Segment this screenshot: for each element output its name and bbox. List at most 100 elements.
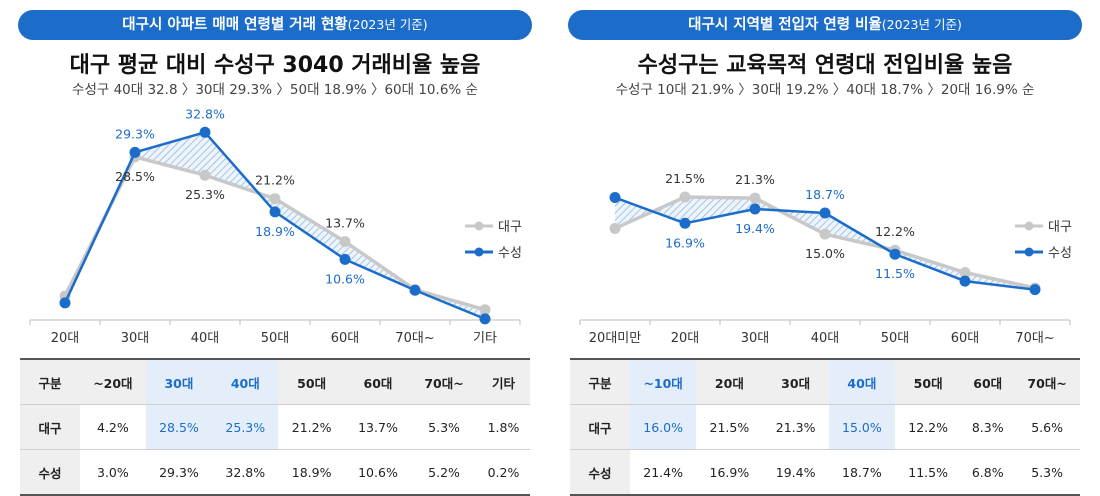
legend-label: 수성 (1048, 246, 1072, 261)
table-cell: 32.8% (212, 449, 279, 496)
data-point-suseong (479, 313, 491, 325)
section-header: 대구시 아파트 매매 연령별 거래 현황(2023년 기준) (18, 10, 532, 40)
data-point-suseong (1029, 284, 1041, 296)
data-point-daegu (339, 236, 351, 248)
x-tick-label: 70대~ (1015, 331, 1054, 346)
table-cell: 6.8% (961, 449, 1015, 496)
x-tick-label: 30대 (741, 331, 770, 346)
data-label: 10.6% (325, 271, 365, 286)
data-label: 21.5% (665, 171, 705, 186)
table-row: 대구 16.0% 21.5% 21.3% 15.0% 12.2% 8.3% 5.6% (570, 404, 1080, 450)
table-cell: 5.3% (411, 404, 477, 450)
table-header-cell: 70대~ (411, 358, 477, 405)
data-label: 18.9% (255, 224, 295, 239)
table-header-cell: ~20대 (80, 358, 146, 405)
table-header-cell: 70대~ (1014, 358, 1080, 405)
table-cell: 10.6% (344, 449, 412, 496)
data-label: 25.3% (185, 187, 225, 202)
table-cell: 21.3% (762, 404, 829, 450)
table-cell: 3.0% (80, 449, 146, 496)
table-row-header: 수성 (20, 449, 80, 496)
data-label: 13.7% (325, 216, 365, 231)
data-label: 15.0% (805, 246, 845, 261)
table-row-header: 대구 (570, 404, 630, 450)
table-cell: 5.3% (1014, 449, 1080, 496)
data-label: 18.7% (805, 187, 845, 202)
table-cell: 1.8% (476, 404, 530, 450)
chart-title: 수성구는 교육목적 연령대 전입비율 높음 (637, 53, 1013, 78)
table-cell: 29.3% (145, 449, 213, 496)
data-point-suseong (129, 146, 141, 158)
x-tick-label: 20대 (51, 331, 80, 346)
data-label: 21.3% (735, 172, 775, 187)
section-header: 대구시 지역별 전입자 연령 비율(2023년 기준) (568, 10, 1082, 40)
x-tick-label: 60대 (951, 331, 980, 346)
table-header-cell: 30대 (145, 358, 213, 405)
table-cell: 15.0% (828, 404, 895, 450)
table-header-cell: 30대 (762, 358, 829, 405)
data-point-suseong (409, 284, 421, 296)
chart-title: 대구 평균 대비 수성구 3040 거래비율 높음 (69, 53, 481, 78)
data-point-suseong (269, 206, 281, 218)
data-label: 29.3% (115, 126, 155, 141)
data-point-suseong (59, 297, 71, 309)
panel-move-in-age: 대구시 지역별 전입자 연령 비율(2023년 기준) 수성구는 교육목적 연령… (560, 0, 1090, 496)
x-tick-label: 20대 (671, 331, 700, 346)
data-point-daegu (679, 191, 691, 203)
x-tick-label: 40대 (811, 331, 840, 346)
x-tick-label: 70대~ (395, 331, 434, 346)
table-cell: 5.2% (411, 449, 477, 496)
table-cell: 13.7% (344, 404, 412, 450)
legend-label: 수성 (498, 246, 522, 261)
x-tick-label: 30대 (121, 331, 150, 346)
data-label: 19.4% (735, 221, 775, 236)
table-cell: 21.2% (278, 404, 345, 450)
table-header-cell: ~10대 (630, 358, 697, 405)
panel-apartment-trade: 대구시 아파트 매매 연령별 거래 현황(2023년 기준) 대구 평균 대비 … (10, 0, 540, 496)
line-chart: 20대 30대 40대 50대 60대 70대~ 기타 28.5% 25.3% 21.2% 13.7… (29, 106, 522, 346)
table-cell: 18.7% (828, 449, 895, 496)
table-cell: 4.2% (80, 404, 146, 450)
data-label: 28.5% (115, 169, 155, 184)
table-row: 대구 4.2% 28.5% 25.3% 21.2% 13.7% 5.3% 1.8% (20, 404, 530, 450)
table-row: 수성 3.0% 29.3% 32.8% 18.9% 10.6% 5.2% 0.2% (20, 449, 530, 496)
data-point-suseong (339, 253, 351, 265)
table-header-cell: 구분 (570, 358, 630, 405)
x-tick-label: 40대 (191, 331, 220, 346)
legend-label: 대구 (1048, 220, 1072, 235)
data-point-daegu (959, 267, 971, 279)
table-header-cell: 60대 (961, 358, 1015, 405)
data-point-suseong (819, 207, 831, 219)
table-header-cell: 구분 (20, 358, 80, 405)
legend-swatch-marker (474, 221, 484, 231)
data-point-suseong (959, 275, 971, 287)
table-header-cell: 20대 (696, 358, 763, 405)
table-row: 수성 21.4% 16.9% 19.4% 18.7% 11.5% 6.8% 5.3% (570, 449, 1080, 496)
chart-subtitle: 수성구 10대 21.9% 〉30대 19.2% 〉40대 18.7% 〉20대… (615, 82, 1035, 98)
table-row-header: 수성 (570, 449, 630, 496)
table-header-row: 구분 ~20대 30대 40대 50대 60대 70대~ 기타 (20, 358, 530, 405)
section-header-sub: (2023년 기준) (347, 17, 428, 32)
data-label: 12.2% (875, 224, 915, 239)
table-cell: 19.4% (762, 449, 829, 496)
table-cell: 25.3% (212, 404, 279, 450)
series-gap-area (65, 132, 485, 319)
table-cell: 21.4% (630, 449, 697, 496)
section-header-text: 대구시 아파트 매매 연령별 거래 현황 (122, 17, 348, 33)
table-header-row: 구분 ~10대 20대 30대 40대 50대 60대 70대~ (570, 358, 1080, 405)
table-cell: 0.2% (476, 449, 530, 496)
data-label: 16.9% (665, 235, 705, 250)
x-tick-label: 60대 (331, 331, 360, 346)
x-tick-label: 50대 (261, 331, 290, 346)
table-header-cell: 기타 (476, 358, 530, 405)
data-label: 21.2% (255, 173, 295, 188)
table-cell: 8.3% (961, 404, 1015, 450)
legend-swatch-marker (1024, 247, 1034, 257)
table-row-header: 대구 (20, 404, 80, 450)
chart-subtitle: 수성구 40대 32.8 〉30대 29.3% 〉50대 18.9% 〉60대 … (72, 82, 478, 98)
data-point-daegu (479, 304, 491, 316)
table-cell: 28.5% (145, 404, 213, 450)
data-point-suseong (749, 203, 761, 215)
legend-swatch-marker (1024, 221, 1034, 231)
data-table: 구분 ~20대 30대 40대 50대 60대 70대~ 기타 대구 4.2% 28.5% 25.3%… (20, 358, 530, 496)
